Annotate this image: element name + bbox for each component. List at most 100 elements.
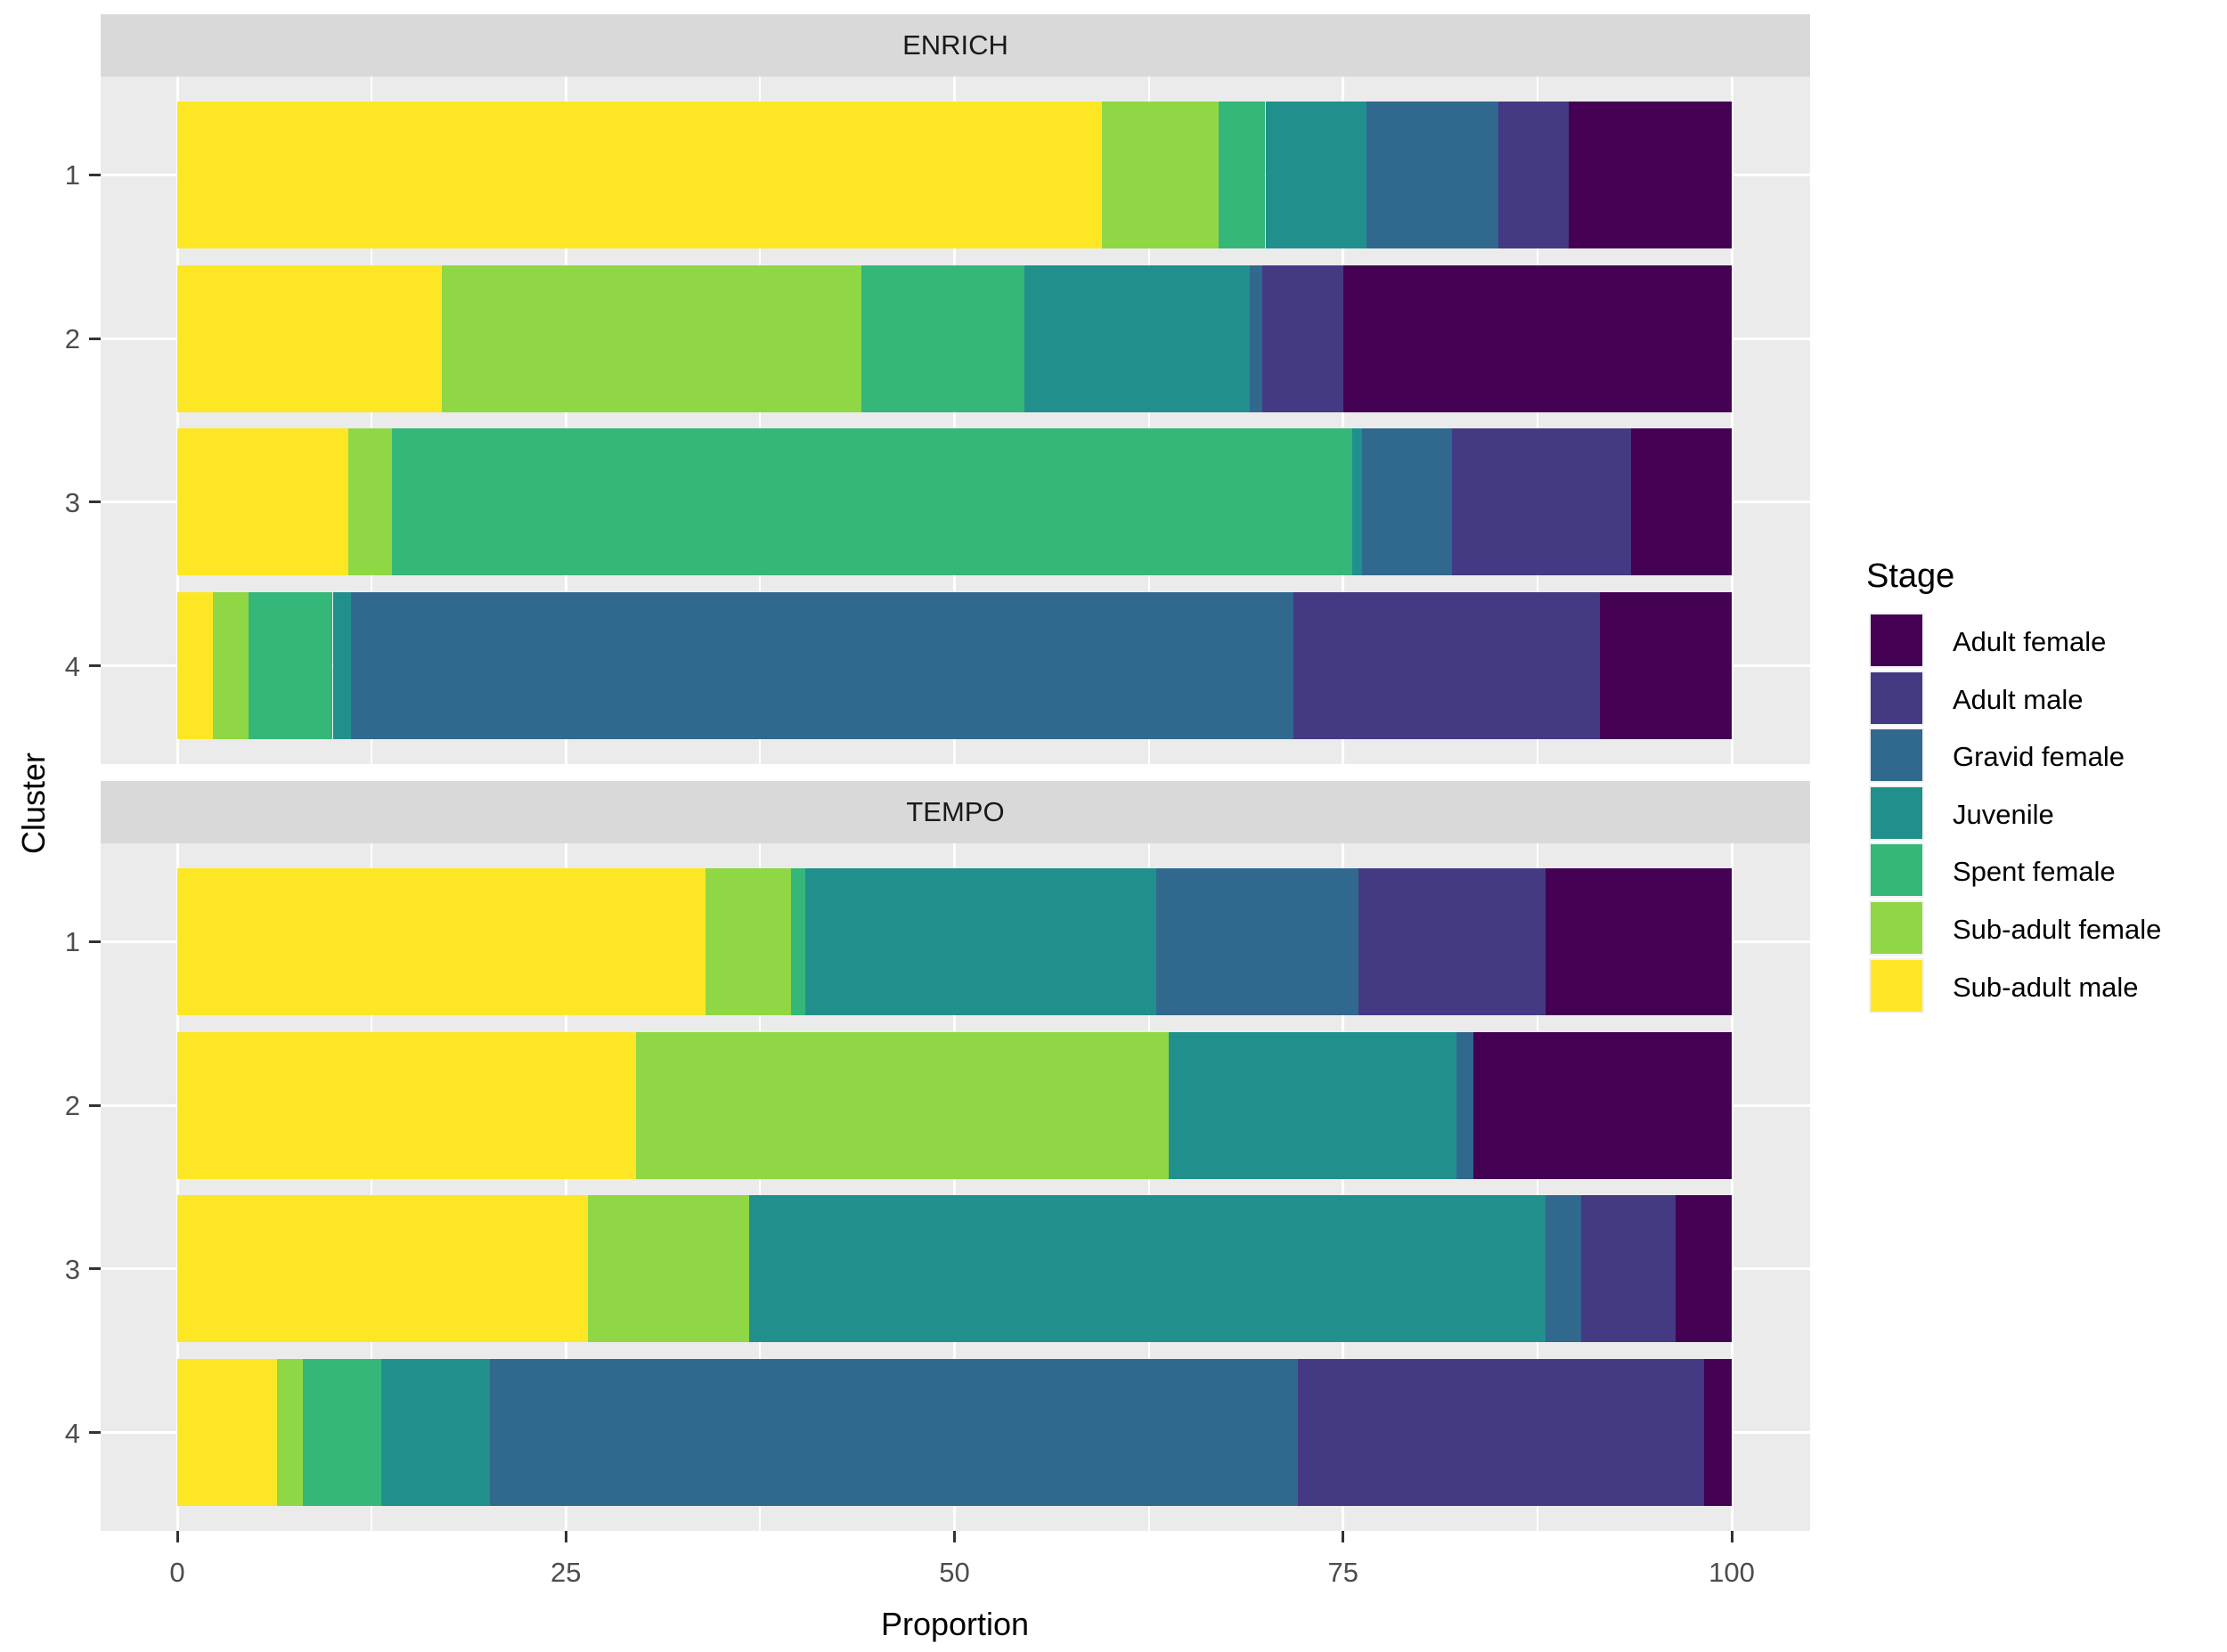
bar-row-tempo-cluster-3 [177,1195,1732,1342]
bar-segment-tempo-c3-gravid-female [1545,1195,1581,1342]
x-tick-50 [953,1531,956,1542]
bar-segment-enrich-c4-juvenile [332,592,352,739]
bar-segment-enrich-c4-gravid-female [351,592,1293,739]
bar-segment-enrich-c1-juvenile [1265,102,1366,248]
legend-key-juvenile [1869,785,1924,841]
y-tick-enrich-4 [89,664,101,668]
bar-segment-tempo-c1-gravid-female [1156,868,1359,1015]
bar-segment-enrich-c4-sub-adult-female [213,592,249,739]
y-tick-label-enrich-4: 4 [64,650,80,682]
y-tick-label-enrich-3: 3 [64,486,80,518]
gridline-minor-x12.5 [371,77,373,764]
bar-segment-enrich-c1-sub-adult-female [1102,102,1220,248]
bar-segment-tempo-c2-sub-adult-female [635,1032,1170,1179]
x-tick-0 [175,1531,179,1542]
facet-panel-tempo [101,843,1810,1531]
bar-segment-tempo-c4-gravid-female [489,1359,1299,1506]
x-tick-25 [564,1531,567,1542]
bar-segment-tempo-c3-adult-male [1580,1195,1676,1342]
legend-key-gravid-female [1869,728,1924,784]
x-tick-label-50: 50 [939,1557,970,1588]
gridline-minor-x37.5 [759,77,762,764]
bar-segment-enrich-c3-adult-female [1630,428,1732,575]
x-tick-label-25: 25 [551,1557,582,1588]
gridline-major-x50 [953,77,956,764]
bar-segment-enrich-c2-juvenile [1024,265,1251,412]
bar-segment-enrich-c1-spent-female [1219,102,1266,248]
legend-label-sub-adult-male: Sub-adult male [1953,971,2139,1003]
gridline-major-x100 [1730,77,1733,764]
bar-row-enrich-cluster-4 [177,592,1732,739]
bar-segment-tempo-c1-juvenile [804,868,1157,1015]
legend-label-adult-female: Adult female [1953,626,2107,657]
y-tick-label-tempo-3: 3 [64,1253,80,1285]
y-axis-title: Cluster [15,752,52,855]
bar-segment-tempo-c2-juvenile [1169,1032,1457,1179]
legend-key-spent-female [1869,842,1924,899]
gridline-minor-x62.5 [1147,843,1150,1531]
bar-segment-tempo-c3-sub-adult-male [177,1195,588,1342]
bar-row-tempo-cluster-4 [177,1359,1732,1506]
bar-segment-tempo-c4-sub-adult-female [276,1359,304,1506]
x-tick-label-100: 100 [1709,1557,1755,1588]
y-tick-tempo-1 [89,940,101,943]
legend-title: Stage [1866,557,1955,595]
y-tick-enrich-1 [89,173,101,176]
gridline-major-x0 [175,77,179,764]
gridline-major-x75 [1342,77,1345,764]
bar-segment-tempo-c1-spent-female [791,868,805,1015]
legend-key-adult-male [1869,670,1924,726]
y-tick-tempo-4 [89,1431,101,1435]
bar-segment-tempo-c1-adult-male [1358,868,1546,1015]
bar-row-enrich-cluster-3 [177,428,1732,575]
y-tick-label-enrich-1: 1 [64,159,80,191]
bar-segment-tempo-c3-sub-adult-female [587,1195,750,1342]
bar-segment-tempo-c4-adult-male [1298,1359,1704,1506]
bar-segment-tempo-c4-juvenile [380,1359,490,1506]
gridline-minor-x87.5 [1536,843,1538,1531]
bar-row-tempo-cluster-1 [177,868,1732,1015]
bar-segment-enrich-c3-adult-male [1451,428,1631,575]
bar-segment-enrich-c3-juvenile [1352,428,1362,575]
bar-segment-tempo-c1-sub-adult-male [177,868,706,1015]
bar-segment-tempo-c1-sub-adult-female [706,868,792,1015]
gridline-minor-x37.5 [759,843,762,1531]
bar-segment-enrich-c4-spent-female [249,592,333,739]
bar-segment-enrich-c1-gravid-female [1366,102,1499,248]
gridline-minor-x12.5 [371,843,373,1531]
gridline-major-x100 [1730,843,1733,1531]
bar-segment-enrich-c2-sub-adult-male [177,265,442,412]
bar-row-tempo-cluster-2 [177,1032,1732,1179]
bar-segment-enrich-c2-spent-female [861,265,1025,412]
y-tick-label-tempo-1: 1 [64,926,80,958]
bar-segment-enrich-c1-adult-female [1568,102,1732,248]
legend-label-gravid-female: Gravid female [1953,741,2125,773]
gridline-minor-x62.5 [1147,77,1150,764]
y-tick-label-enrich-2: 2 [64,323,80,355]
y-tick-tempo-3 [89,1267,101,1271]
bar-segment-tempo-c3-juvenile [749,1195,1546,1342]
bar-segment-enrich-c2-adult-male [1262,265,1343,412]
gridline-major-x75 [1342,843,1345,1531]
bar-segment-enrich-c1-sub-adult-male [177,102,1103,248]
legend-label-sub-adult-female: Sub-adult female [1953,914,2162,945]
x-tick-label-75: 75 [1327,1557,1358,1588]
bar-segment-tempo-c2-gravid-female [1456,1032,1474,1179]
bar-segment-enrich-c3-spent-female [391,428,1353,575]
x-tick-100 [1730,1531,1733,1542]
facet-strip-tempo: TEMPO [101,781,1810,843]
gridline-major-x0 [175,843,179,1531]
bar-segment-tempo-c4-adult-female [1703,1359,1732,1506]
bar-segment-tempo-c4-spent-female [303,1359,381,1506]
gridline-major-x50 [953,843,956,1531]
x-tick-75 [1342,1531,1345,1542]
legend-key-sub-adult-male [1869,957,1924,1013]
bar-segment-tempo-c4-sub-adult-male [177,1359,277,1506]
legend-label-juvenile: Juvenile [1953,798,2054,830]
x-axis-title: Proportion [880,1606,1030,1642]
gridline-major-x25 [564,77,567,764]
y-tick-enrich-2 [89,337,101,340]
legend-key-adult-female [1869,613,1924,668]
bar-segment-enrich-c4-adult-female [1599,592,1732,739]
